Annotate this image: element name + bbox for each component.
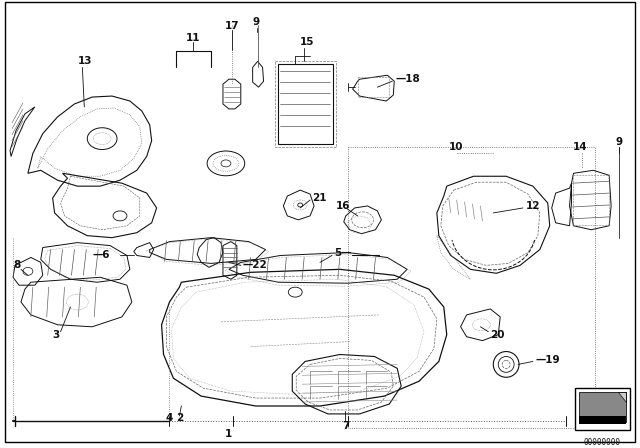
Text: 3: 3 [52,330,60,340]
Bar [348,146,595,428]
Text: 1: 1 [225,429,232,439]
Text: 15: 15 [300,37,315,47]
Text: 21: 21 [312,193,326,203]
Polygon shape [618,392,626,402]
Bar [358,77,389,97]
Text: 4: 4 [166,413,173,423]
Text: 7: 7 [342,421,349,431]
Text: 2: 2 [177,413,184,423]
Text: 00000000: 00000000 [584,438,621,447]
Text: 9: 9 [253,17,260,27]
Text: —18: —18 [396,74,420,84]
Text: 9: 9 [615,137,622,146]
Text: 5—: 5— [334,249,351,258]
Text: 11: 11 [186,33,200,43]
Bar [275,61,336,146]
Text: 16: 16 [336,201,350,211]
Text: 14: 14 [573,142,587,151]
Text: 17: 17 [225,21,239,31]
Text: —6: —6 [92,250,109,260]
Bar [278,65,333,143]
Text: 12: 12 [526,201,540,211]
Text: 20: 20 [490,330,505,340]
Text: —19: —19 [536,355,561,366]
Bar [579,392,626,422]
Bar [573,175,609,225]
Text: 8: 8 [13,260,20,271]
Text: 13: 13 [77,56,92,66]
Text: —22: —22 [243,260,268,271]
Bar [579,416,626,424]
Text: 10: 10 [449,142,463,151]
Bar [575,388,630,430]
